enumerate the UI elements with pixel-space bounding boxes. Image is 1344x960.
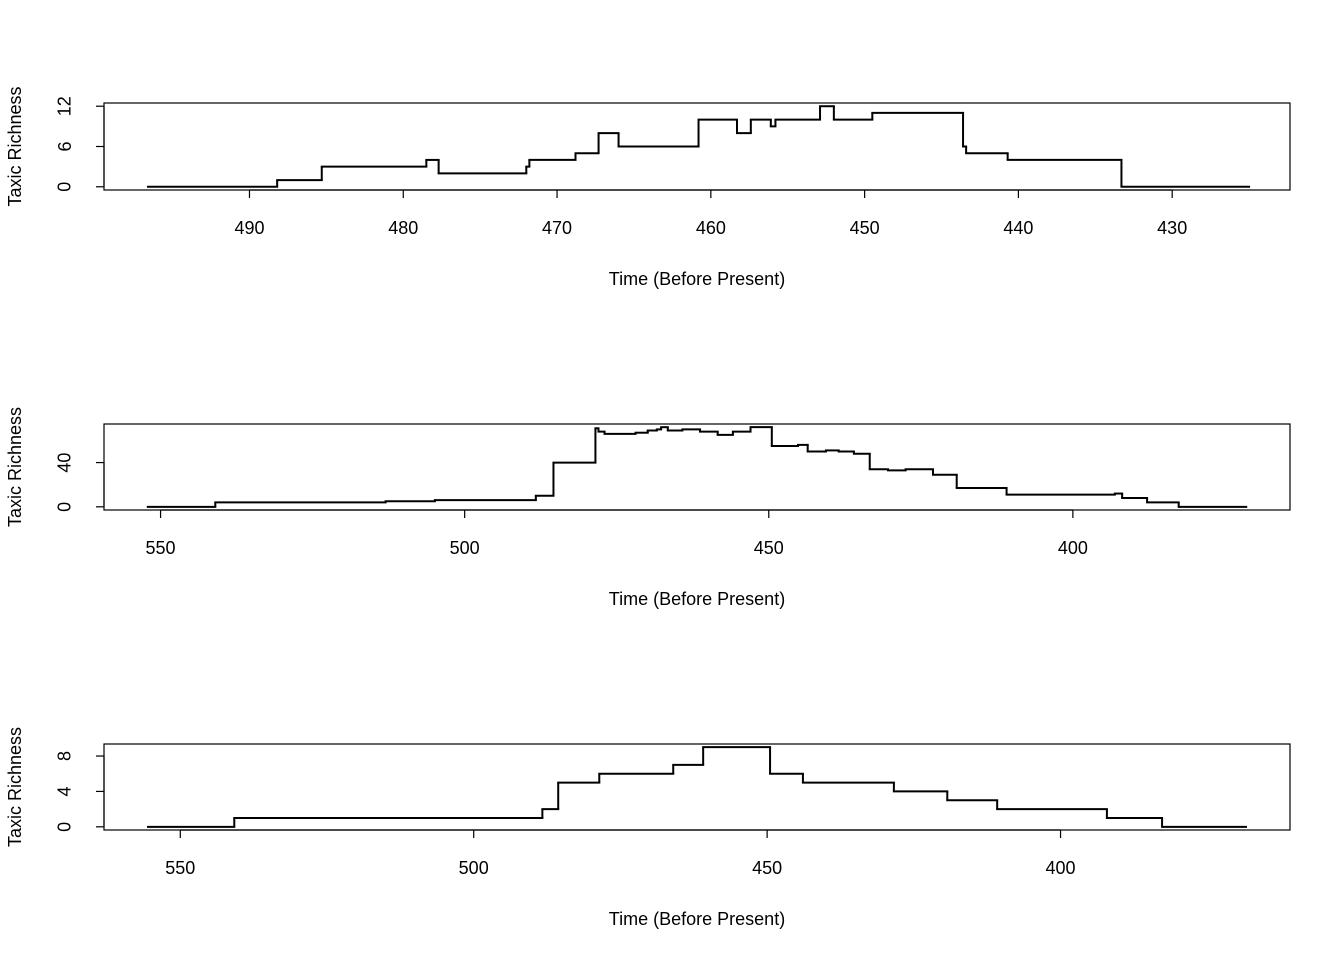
y-axis-title: Taxic Richness	[5, 407, 25, 527]
x-tick-label: 500	[459, 858, 489, 878]
x-tick-label: 550	[146, 538, 176, 558]
x-axis-title: Time (Before Present)	[609, 589, 785, 609]
x-axis-title: Time (Before Present)	[609, 269, 785, 289]
y-tick-label: 0	[55, 822, 75, 832]
y-tick-label: 4	[55, 786, 75, 796]
y-tick-label: 6	[55, 141, 75, 151]
x-tick-label: 460	[696, 218, 726, 238]
x-tick-label: 450	[752, 858, 782, 878]
x-tick-label: 440	[1003, 218, 1033, 238]
y-tick-label: 0	[55, 182, 75, 192]
plot-box	[103, 423, 1291, 511]
x-tick-label: 490	[234, 218, 264, 238]
x-axis-title: Time (Before Present)	[609, 909, 785, 929]
y-tick-label: 8	[55, 751, 75, 761]
y-axis-title: Taxic Richness	[5, 86, 25, 206]
x-tick-label: 430	[1157, 218, 1187, 238]
y-axis-title: Taxic Richness	[5, 727, 25, 847]
y-tick-label: 40	[55, 453, 75, 473]
y-tick-label: 12	[55, 96, 75, 116]
x-tick-label: 550	[165, 858, 195, 878]
x-tick-label: 400	[1058, 538, 1088, 558]
y-tick-label: 0	[55, 502, 75, 512]
x-tick-label: 400	[1046, 858, 1076, 878]
x-tick-label: 450	[850, 218, 880, 238]
x-tick-label: 500	[450, 538, 480, 558]
x-tick-label: 470	[542, 218, 572, 238]
x-tick-label: 450	[754, 538, 784, 558]
x-tick-label: 480	[388, 218, 418, 238]
